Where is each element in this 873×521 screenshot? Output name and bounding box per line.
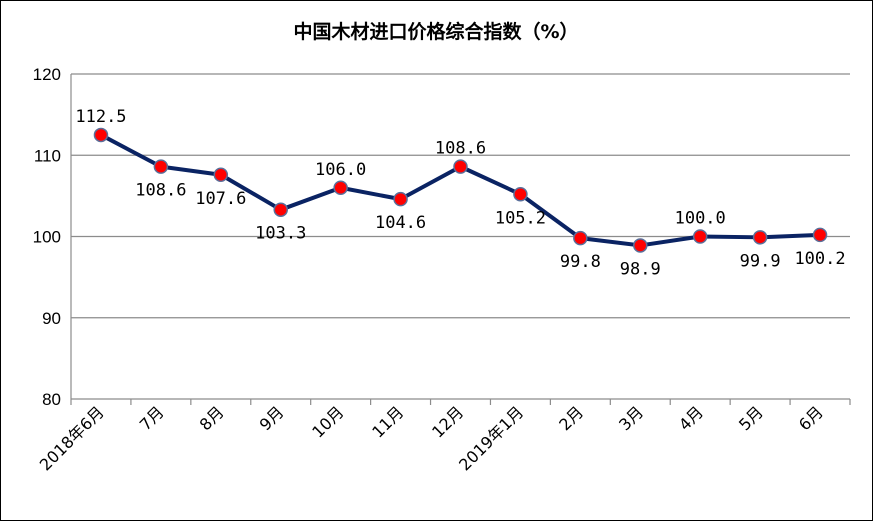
data-label: 105.2 bbox=[495, 208, 546, 228]
x-tick-label: 2月 bbox=[555, 402, 587, 434]
data-label: 104.6 bbox=[375, 213, 426, 233]
data-point bbox=[333, 180, 348, 195]
data-label: 103.3 bbox=[255, 224, 306, 244]
x-tick-label: 9月 bbox=[256, 402, 288, 434]
data-labels: 112.5 108.6 107.6 103.3 106.0 104.6 108.6 105.2… bbox=[75, 107, 845, 280]
y-tick-label: 90 bbox=[42, 309, 61, 328]
data-point bbox=[93, 127, 109, 143]
chart-title: 中国木材进口价格综合指数（%） bbox=[293, 20, 578, 43]
data-point bbox=[752, 230, 768, 245]
data-point bbox=[513, 187, 528, 202]
data-point bbox=[393, 191, 408, 207]
y-axis-ticks: 80 90 100 110 120 bbox=[33, 65, 61, 409]
data-point bbox=[213, 167, 229, 182]
data-point bbox=[633, 238, 648, 253]
x-tick-label: 6月 bbox=[795, 402, 827, 434]
x-tick-label: 7月 bbox=[136, 402, 168, 434]
data-label: 107.6 bbox=[195, 189, 246, 209]
data-point bbox=[153, 159, 169, 174]
y-tick-label: 100 bbox=[33, 228, 61, 247]
x-tick-label: 2019年1月 bbox=[455, 402, 527, 474]
x-tick-label: 3月 bbox=[615, 402, 647, 434]
data-markers bbox=[93, 127, 828, 253]
x-tick-label: 2018年6月 bbox=[36, 402, 108, 474]
data-point bbox=[573, 230, 588, 246]
y-tick-label: 110 bbox=[34, 146, 61, 165]
data-label: 106.0 bbox=[315, 160, 366, 180]
data-label: 100.2 bbox=[794, 249, 845, 269]
x-tick-label: 5月 bbox=[735, 402, 767, 434]
x-tick-label: 12月 bbox=[428, 402, 467, 441]
data-point bbox=[273, 202, 288, 217]
x-tick-label: 11月 bbox=[368, 402, 407, 441]
data-label: 108.6 bbox=[135, 181, 186, 201]
data-label: 98.9 bbox=[620, 259, 661, 279]
y-tick-label: 80 bbox=[42, 390, 61, 409]
x-tick-label: 10月 bbox=[308, 402, 347, 441]
data-point bbox=[453, 159, 468, 174]
data-point bbox=[692, 229, 708, 244]
data-label: 100.0 bbox=[675, 209, 726, 229]
x-tick-label: 8月 bbox=[196, 402, 228, 434]
data-label: 112.5 bbox=[75, 107, 126, 127]
y-tick-label: 120 bbox=[33, 65, 61, 84]
data-point bbox=[812, 227, 828, 243]
data-label: 99.9 bbox=[740, 251, 781, 271]
x-tick-label: 4月 bbox=[675, 402, 707, 434]
axes bbox=[70, 74, 851, 405]
data-label: 108.6 bbox=[435, 139, 486, 159]
data-label: 99.8 bbox=[560, 252, 601, 272]
gridlines bbox=[71, 73, 850, 319]
